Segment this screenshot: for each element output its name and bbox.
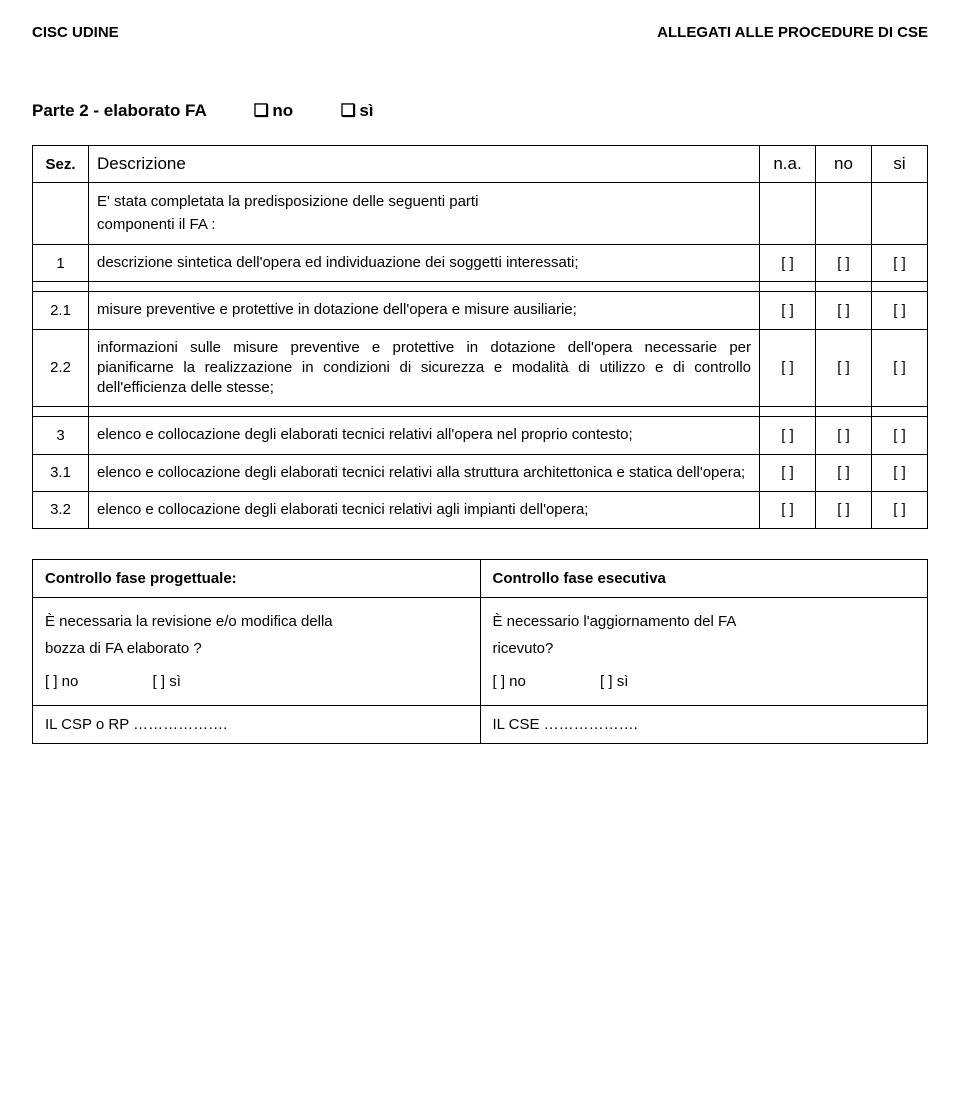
- sez-value: 3.1: [33, 454, 89, 491]
- sez-value: 3: [33, 417, 89, 454]
- square-icon[interactable]: ❑: [254, 101, 268, 121]
- main-table: Sez. Descrizione n.a. no si E' stata com…: [32, 145, 928, 529]
- check-na[interactable]: [ ]: [760, 329, 816, 407]
- intro-line1: E' stata completata la predisposizione d…: [97, 193, 478, 210]
- table-header-row: Sez. Descrizione n.a. no si: [33, 146, 928, 183]
- header-left: CISC UDINE: [32, 24, 119, 41]
- table-row: 2.1 misure preventive e protettive in do…: [33, 292, 928, 329]
- desc-value: misure preventive e protettive in dotazi…: [89, 292, 760, 329]
- lower-right-question: È necessario l'aggiornamento del FA rice…: [480, 598, 928, 706]
- lower-right-q1: È necessario l'aggiornamento del FA: [493, 613, 737, 630]
- desc-value: descrizione sintetica dell'opera ed indi…: [89, 245, 760, 282]
- lower-table: Controllo fase progettuale: Controllo fa…: [32, 559, 928, 744]
- square-icon[interactable]: ❑: [341, 101, 355, 121]
- desc-value: informazioni sulle misure preventive e p…: [89, 329, 760, 407]
- check-si[interactable]: [ ]: [872, 329, 928, 407]
- check-na[interactable]: [ ]: [760, 245, 816, 282]
- page-header: CISC UDINE ALLEGATI ALLE PROCEDURE DI CS…: [32, 24, 928, 41]
- lower-right-head: Controllo fase esecutiva: [480, 560, 928, 598]
- lower-right-opt-si[interactable]: [ ] sì: [600, 668, 628, 695]
- col-na: n.a.: [760, 146, 816, 183]
- sez-value: 2.1: [33, 292, 89, 329]
- check-si[interactable]: [ ]: [872, 454, 928, 491]
- lower-left-opt-si[interactable]: [ ] sì: [153, 668, 181, 695]
- lower-right-opt-no[interactable]: [ ] no: [493, 668, 526, 695]
- table-row: 3.1 elenco e collocazione degli elaborat…: [33, 454, 928, 491]
- lower-left-opt-no[interactable]: [ ] no: [45, 668, 78, 695]
- part-label: Parte 2 - elaborato FA: [32, 101, 206, 120]
- check-no[interactable]: [ ]: [816, 454, 872, 491]
- part-opt-no: no: [272, 101, 293, 120]
- sez-value: 2.2: [33, 329, 89, 407]
- check-na[interactable]: [ ]: [760, 292, 816, 329]
- table-row: 3 elenco e collocazione degli elaborati …: [33, 417, 928, 454]
- spacer-row: [33, 282, 928, 292]
- lower-left-q1: È necessaria la revisione e/o modifica d…: [45, 613, 333, 630]
- lower-left-question: È necessaria la revisione e/o modifica d…: [33, 598, 481, 706]
- check-si[interactable]: [ ]: [872, 417, 928, 454]
- check-si[interactable]: [ ]: [872, 491, 928, 528]
- table-row: 2.2 informazioni sulle misure preventive…: [33, 329, 928, 407]
- lower-left-sig: IL CSP o RP ……………….: [33, 706, 481, 744]
- lower-left-head: Controllo fase progettuale:: [33, 560, 481, 598]
- check-no[interactable]: [ ]: [816, 245, 872, 282]
- intro-row: E' stata completata la predisposizione d…: [33, 183, 928, 245]
- intro-line2: componenti il FA :: [97, 216, 215, 233]
- lower-left-sig-text: IL CSP o RP ……………….: [45, 716, 227, 733]
- table-row: 3.2 elenco e collocazione degli elaborat…: [33, 491, 928, 528]
- check-na[interactable]: [ ]: [760, 454, 816, 491]
- desc-value: elenco e collocazione degli elaborati te…: [89, 491, 760, 528]
- desc-value: elenco e collocazione degli elaborati te…: [89, 454, 760, 491]
- check-no[interactable]: [ ]: [816, 329, 872, 407]
- check-na[interactable]: [ ]: [760, 417, 816, 454]
- sez-value: 3.2: [33, 491, 89, 528]
- check-no[interactable]: [ ]: [816, 491, 872, 528]
- col-desc: Descrizione: [89, 146, 760, 183]
- table-row: 1 descrizione sintetica dell'opera ed in…: [33, 245, 928, 282]
- col-sez: Sez.: [33, 146, 89, 183]
- sez-value: 1: [33, 245, 89, 282]
- part-opt-si: sì: [359, 101, 373, 120]
- lower-right-q2: ricevuto?: [493, 640, 554, 657]
- check-na[interactable]: [ ]: [760, 491, 816, 528]
- col-si: si: [872, 146, 928, 183]
- header-right: ALLEGATI ALLE PROCEDURE DI CSE: [657, 24, 928, 41]
- col-no: no: [816, 146, 872, 183]
- check-no[interactable]: [ ]: [816, 417, 872, 454]
- check-no[interactable]: [ ]: [816, 292, 872, 329]
- part-title-row: Parte 2 - elaborato FA ❑ no ❑ sì: [32, 101, 928, 121]
- check-si[interactable]: [ ]: [872, 292, 928, 329]
- check-si[interactable]: [ ]: [872, 245, 928, 282]
- lower-left-q2: bozza di FA elaborato ?: [45, 640, 202, 657]
- lower-right-sig-text: IL CSE ……………….: [493, 716, 638, 733]
- spacer-row: [33, 407, 928, 417]
- desc-value: elenco e collocazione degli elaborati te…: [89, 417, 760, 454]
- lower-right-sig: IL CSE ……………….: [480, 706, 928, 744]
